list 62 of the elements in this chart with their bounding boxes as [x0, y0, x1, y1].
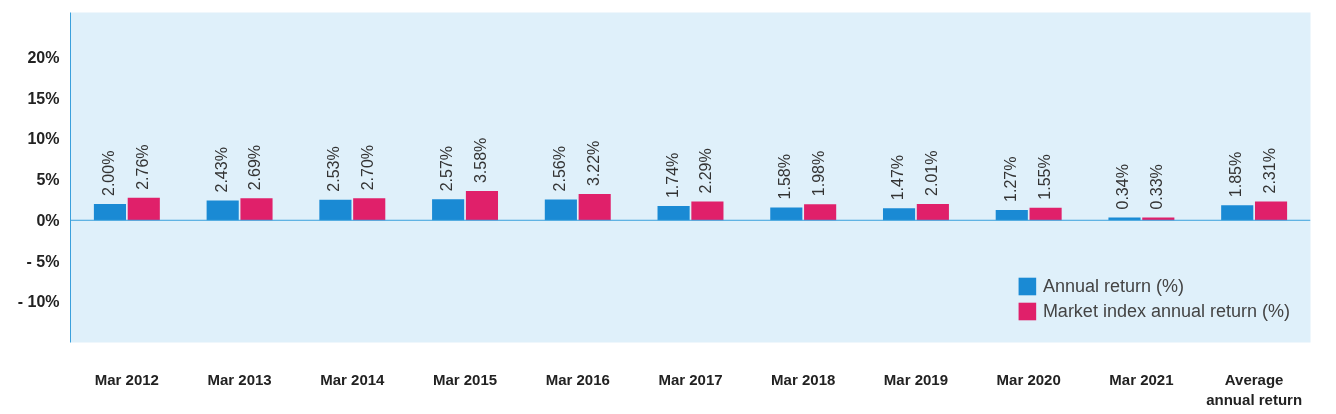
bar [1221, 205, 1254, 221]
bar [432, 199, 465, 221]
data-label: 2.69% [246, 144, 264, 191]
y-tick-label: - 10% [17, 293, 60, 311]
x-tick-label: Mar 2013 [207, 370, 272, 388]
bar [127, 197, 160, 221]
x-tick-label: Mar 2020 [996, 370, 1061, 388]
y-tick-label: 10% [27, 130, 60, 148]
bar [916, 203, 949, 221]
data-label: 2.56% [550, 146, 568, 192]
bar [544, 199, 577, 221]
legend-label: Annual return (%) [1042, 275, 1184, 297]
data-label: 1.74% [663, 152, 681, 199]
bar [206, 200, 239, 221]
data-label: 1.47% [889, 154, 907, 201]
data-label: 0.34% [1114, 164, 1132, 210]
bar [1029, 207, 1062, 221]
bar [578, 194, 611, 221]
data-label: 2.57% [438, 145, 456, 192]
data-label: 2.70% [359, 144, 377, 191]
data-label: 1.98% [810, 150, 828, 197]
bar [657, 206, 690, 221]
data-label: 2.31% [1261, 148, 1279, 194]
x-tick-label: Average annual return [1206, 370, 1303, 408]
x-tick-label: Mar 2012 [94, 370, 159, 388]
data-label: 1.55% [1035, 154, 1053, 200]
bar [465, 191, 499, 221]
data-label: 2.00% [99, 150, 117, 196]
data-label: 1.85% [1227, 151, 1245, 198]
x-tick-label: Mar 2021 [1109, 370, 1174, 388]
y-tick-label: 20% [27, 48, 60, 66]
bar [882, 208, 916, 221]
y-tick-label: - 5% [26, 252, 60, 270]
bar [804, 204, 837, 221]
data-label: 2.01% [922, 150, 940, 196]
data-label: 2.53% [325, 146, 343, 192]
y-tick-label: 5% [36, 171, 60, 189]
data-label: 2.29% [697, 148, 715, 194]
x-tick-label: Mar 2019 [883, 370, 949, 388]
data-label: 1.58% [776, 154, 794, 200]
data-label: 2.43% [212, 147, 230, 193]
y-tick-label: 0% [36, 211, 60, 229]
legend-label: Market index annual return (%) [1042, 300, 1290, 322]
data-label: 3.22% [584, 140, 602, 187]
bar [319, 199, 352, 221]
data-label: 2.76% [133, 144, 151, 190]
bar [1254, 201, 1288, 221]
x-tick-label: Mar 2015 [432, 370, 498, 388]
data-label: 1.27% [1001, 156, 1019, 202]
bar [93, 203, 127, 221]
x-tick-label: Mar 2017 [658, 370, 723, 388]
data-label: 0.33% [1148, 164, 1166, 210]
data-label: 3.58% [471, 137, 489, 184]
y-tick-label: 15% [27, 89, 60, 107]
bar [240, 198, 273, 221]
x-tick-label: Mar 2014 [320, 370, 386, 388]
bar [353, 198, 386, 221]
x-tick-label: Mar 2018 [771, 370, 836, 388]
bar [691, 201, 724, 221]
bar [770, 207, 803, 221]
x-tick-label: Mar 2016 [545, 370, 610, 388]
bar [995, 209, 1028, 221]
